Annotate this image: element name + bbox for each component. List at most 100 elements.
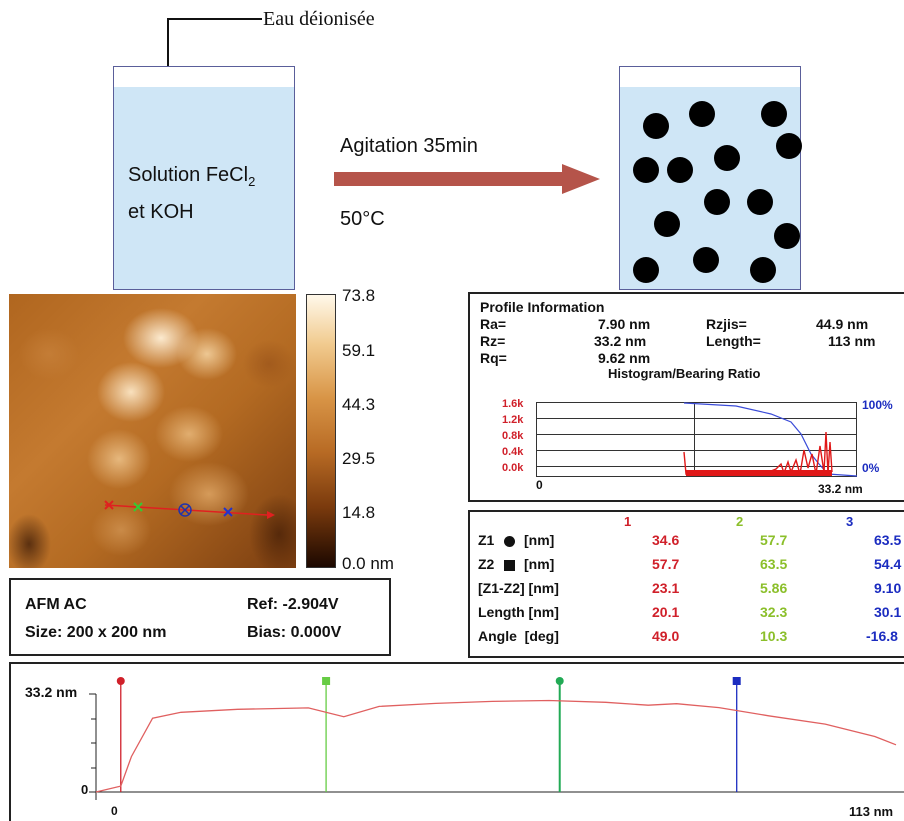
- profile-info-title: Profile Information: [480, 299, 605, 315]
- profile-x-end-label: 113 nm: [849, 804, 894, 819]
- nanoparticle: [774, 223, 800, 249]
- colorbar-tick: 0.0 nm: [342, 554, 394, 573]
- afm-mode: AFM AC: [25, 596, 87, 613]
- profile-cursors: [116, 677, 741, 792]
- profile-cursor-marker: [732, 677, 741, 685]
- histogram-y-tick: 0.0k: [502, 462, 524, 474]
- water-pipe-horizontal: [168, 18, 262, 20]
- rq-label: Rq=: [480, 350, 507, 366]
- histogram-x-end: 33.2 nm: [818, 482, 863, 496]
- nanoparticle: [643, 113, 669, 139]
- nanoparticle: [633, 157, 659, 183]
- row-label-z2: Z2: [478, 556, 495, 572]
- histogram-y-tick: 0.4k: [502, 446, 524, 458]
- profile-line: [95, 699, 897, 793]
- rq-value: 9.62 nm: [598, 350, 651, 366]
- nanoparticle: [747, 189, 773, 215]
- nanoparticle: [750, 257, 776, 283]
- histogram-y-tick: 1.2k: [502, 414, 524, 426]
- z2-value-3: 54.4: [874, 556, 902, 572]
- solution-label: Solution FeCl2 et KOH: [128, 160, 255, 227]
- nanoparticle: [704, 189, 730, 215]
- water-label: Eau déionisée: [263, 8, 375, 30]
- nanoparticle: [776, 133, 802, 159]
- zdiff-value-2: 5.86: [760, 580, 788, 596]
- nanoparticle: [714, 145, 740, 171]
- colorbar-tick: 44.3: [342, 395, 376, 414]
- length-value-2: 32.3: [760, 604, 788, 620]
- nanoparticle: [693, 247, 719, 273]
- column-header-1: 1: [624, 514, 632, 529]
- histogram-y-tick: 1.6k: [502, 398, 524, 410]
- afm-info-box: AFM AC Size: 200 x 200 nm Ref: -2.904V B…: [9, 578, 391, 656]
- ra-label: Ra=: [480, 316, 507, 332]
- histogram-y-tick: 0.8k: [502, 430, 524, 442]
- bearing-top-label: 100%: [862, 398, 893, 412]
- nanoparticle: [654, 211, 680, 237]
- zdiff-value-1: 23.1: [652, 580, 680, 596]
- profile-plot: [89, 677, 904, 800]
- rzjis-label: Rzjis=: [706, 316, 747, 332]
- histogram-plot: [536, 402, 858, 477]
- angle-value-3: -16.8: [866, 628, 898, 644]
- left-beaker: [113, 66, 295, 290]
- solution-subscript: 2: [248, 174, 256, 189]
- row-label-angle: Angle [deg]: [478, 628, 559, 644]
- colorbar-tick: 29.5: [342, 449, 376, 468]
- process-arrow-icon: [334, 164, 600, 194]
- afm-ref: Ref: -2.904V: [247, 596, 339, 613]
- length-value: 113 nm: [828, 333, 876, 349]
- rz-label: Rz=: [480, 333, 506, 349]
- column-header-2: 2: [736, 514, 744, 529]
- afm-line-cursor: [104, 500, 275, 519]
- colorbar-tick: 73.8: [342, 286, 376, 305]
- nanoparticle: [633, 257, 659, 283]
- histogram-title: Histogram/Bearing Ratio: [608, 366, 761, 381]
- condition-top-label: Agitation 35min: [340, 135, 478, 157]
- rz-value: 33.2 nm: [594, 333, 647, 349]
- colorbar: [306, 294, 336, 568]
- length-value-1: 20.1: [652, 604, 680, 620]
- row-label-z-diff: [Z1-Z2] [nm]: [478, 580, 559, 596]
- nanoparticle: [689, 101, 715, 127]
- column-header-3: 3: [846, 514, 854, 529]
- left-beaker-liquid: [114, 87, 294, 289]
- profile-y-zero-label: 0: [81, 782, 89, 797]
- afm-size: Size: 200 x 200 nm: [25, 624, 167, 641]
- measurement-table: 1 2 3 Z1 [nm] 34.6 57.7 63.5 Z2 [nm] 57.…: [468, 510, 904, 658]
- ra-value: 7.90 nm: [598, 316, 651, 332]
- profile-axes: [89, 693, 904, 800]
- angle-value-2: 10.3: [760, 628, 788, 644]
- z2-value-1: 57.7: [652, 556, 680, 572]
- profile-x-zero-label: 0: [111, 804, 118, 818]
- z1-value-2: 57.7: [760, 532, 788, 548]
- length-value-3: 30.1: [874, 604, 902, 620]
- nanoparticle: [761, 101, 787, 127]
- row-unit-z2: [nm]: [524, 556, 555, 572]
- zdiff-value-3: 9.10: [874, 580, 902, 596]
- row-label-length: Length [nm]: [478, 604, 559, 620]
- nanoparticle: [667, 157, 693, 183]
- condition-bottom-label: 50°C: [340, 208, 385, 230]
- afm-topography-image: [9, 294, 296, 568]
- colorbar-tick: 14.8: [342, 503, 376, 522]
- solution-label-line1: Solution FeCl: [128, 164, 249, 186]
- bearing-bottom-label: 0%: [862, 461, 880, 475]
- angle-value-1: 49.0: [652, 628, 680, 644]
- solution-label-line2: et KOH: [128, 201, 194, 223]
- profile-cursor-marker: [116, 677, 125, 685]
- histogram-x-start: 0: [536, 478, 543, 492]
- z1-value-1: 34.6: [652, 532, 680, 548]
- profile-cursor-marker: [555, 677, 564, 685]
- profile-cursor-marker: [322, 677, 331, 685]
- z1-value-3: 63.5: [874, 532, 902, 548]
- afm-bias: Bias: 0.000V: [247, 624, 342, 641]
- length-label: Length=: [706, 333, 761, 349]
- profile-plot-box: 33.2 nm 0 0 113 nm: [9, 662, 904, 821]
- rzjis-value: 44.9 nm: [816, 316, 869, 332]
- right-beaker: [619, 66, 802, 290]
- circle-marker-icon: [504, 536, 515, 547]
- square-marker-icon: [504, 560, 515, 571]
- row-unit-z1: [nm]: [524, 532, 555, 548]
- profile-y-max-label: 33.2 nm: [25, 684, 78, 700]
